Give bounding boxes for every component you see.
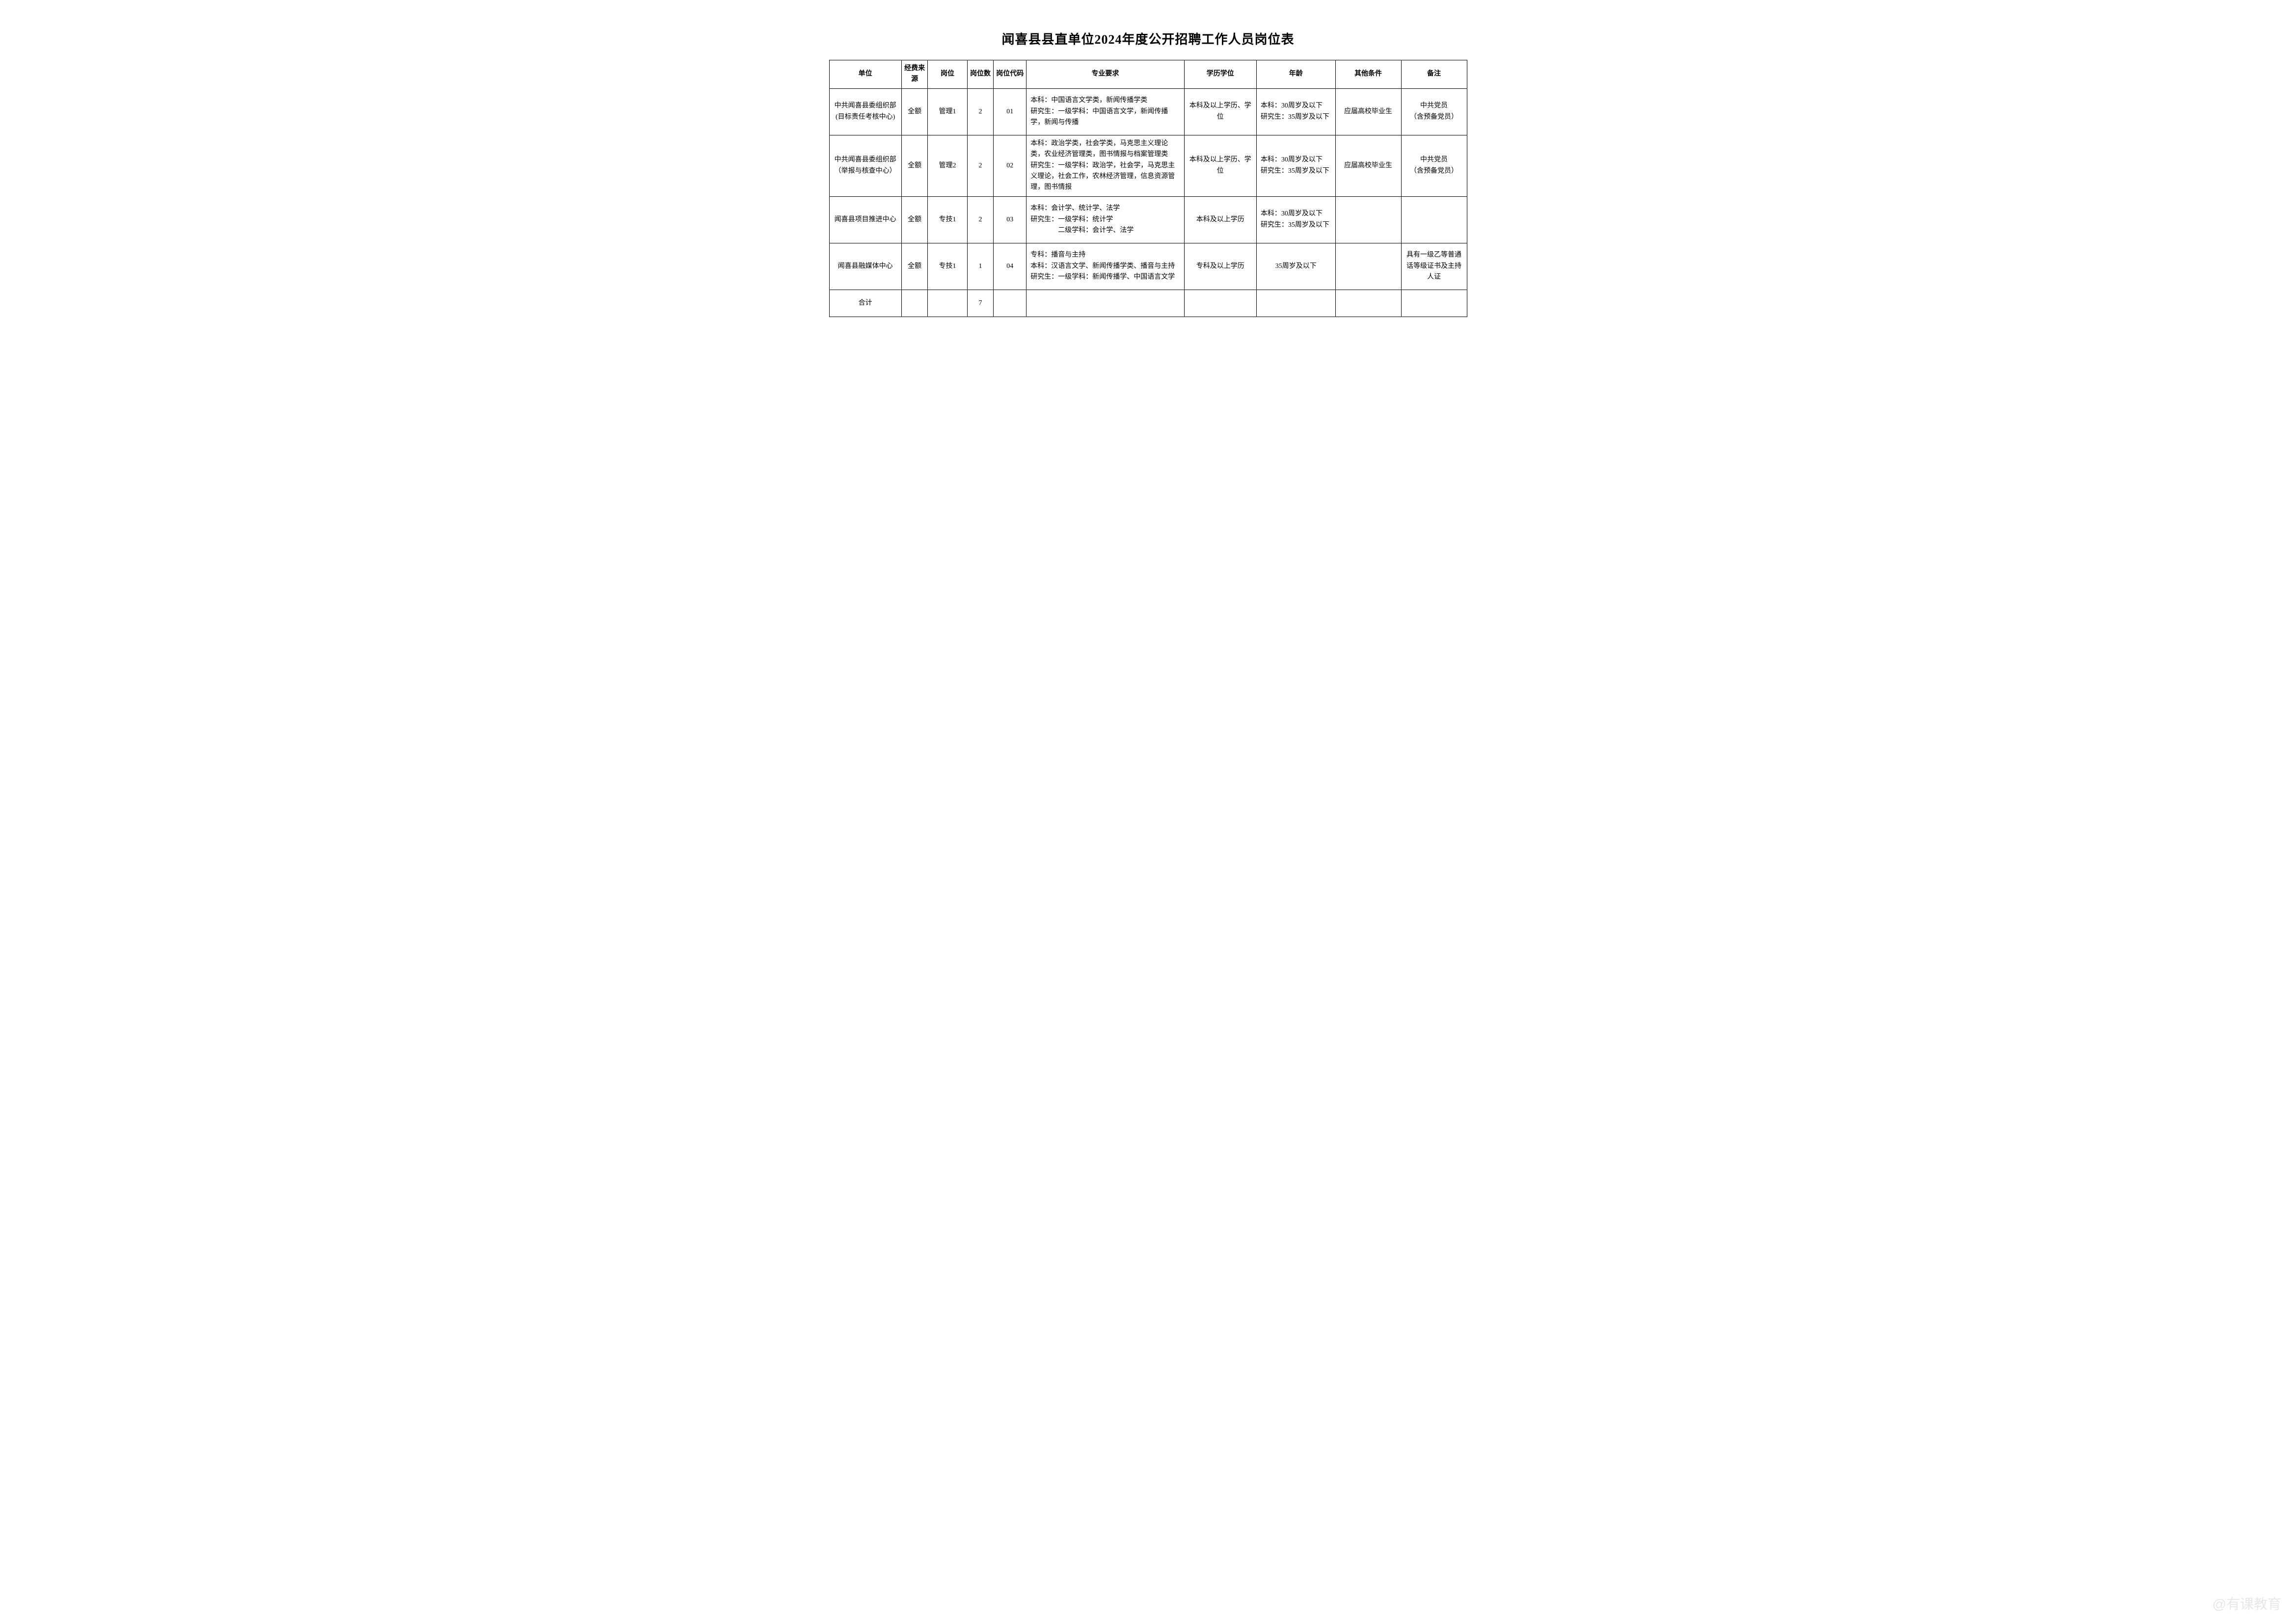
header-other: 其他条件 [1335, 60, 1401, 89]
cell-fund: 全额 [901, 135, 928, 196]
cell-edu: 本科及以上学历、学位 [1184, 135, 1256, 196]
cell-remark: 中共党员（含预备党员） [1401, 88, 1467, 135]
cell-code: 02 [994, 135, 1026, 196]
header-age: 年龄 [1256, 60, 1335, 89]
header-remark: 备注 [1401, 60, 1467, 89]
cell-position: 管理1 [928, 88, 967, 135]
cell-fund: 全额 [901, 88, 928, 135]
cell-major: 本科：中国语言文学类，新闻传播学类研究生：一级学科：中国语言文学，新闻传播学，新… [1026, 88, 1184, 135]
table-row: 中共闻喜县委组织部(目标责任考核中心) 全额 管理1 2 01 本科：中国语言文… [829, 88, 1467, 135]
cell-major: 本科：会计学、统计学、法学研究生：一级学科：统计学 二级学科：会计学、法学 [1026, 196, 1184, 243]
cell-position: 管理2 [928, 135, 967, 196]
cell-count: 2 [967, 196, 994, 243]
cell-empty [928, 290, 967, 317]
cell-other: 应届高校毕业生 [1335, 135, 1401, 196]
cell-code: 04 [994, 243, 1026, 290]
header-count: 岗位数 [967, 60, 994, 89]
cell-remark: 中共党员（含预备党员） [1401, 135, 1467, 196]
cell-unit: 闻喜县项目推进中心 [829, 196, 901, 243]
cell-fund: 全额 [901, 243, 928, 290]
cell-code: 03 [994, 196, 1026, 243]
cell-total-label: 合计 [829, 290, 901, 317]
page-title: 闻喜县县直单位2024年度公开招聘工作人员岗位表 [829, 29, 1467, 48]
cell-edu: 专科及以上学历 [1184, 243, 1256, 290]
cell-empty [1184, 290, 1256, 317]
header-edu: 学历学位 [1184, 60, 1256, 89]
cell-fund: 全额 [901, 196, 928, 243]
header-position: 岗位 [928, 60, 967, 89]
table-row: 中共闻喜县委组织部（举报与核查中心） 全额 管理2 2 02 本科：政治学类，社… [829, 135, 1467, 196]
cell-other: 应届高校毕业生 [1335, 88, 1401, 135]
cell-position: 专技1 [928, 243, 967, 290]
positions-table: 单位 经费来源 岗位 岗位数 岗位代码 专业要求 学历学位 年龄 其他条件 备注… [829, 60, 1467, 317]
cell-age: 本科：30周岁及以下研究生：35周岁及以下 [1256, 88, 1335, 135]
cell-empty [1256, 290, 1335, 317]
table-row: 闻喜县融媒体中心 全额 专技1 1 04 专科：播音与主持本科：汉语言文学、新闻… [829, 243, 1467, 290]
cell-age: 本科：30周岁及以下研究生：35周岁及以下 [1256, 135, 1335, 196]
cell-age: 35周岁及以下 [1256, 243, 1335, 290]
cell-count: 2 [967, 88, 994, 135]
cell-unit: 闻喜县融媒体中心 [829, 243, 901, 290]
cell-remark [1401, 196, 1467, 243]
cell-edu: 本科及以上学历、学位 [1184, 88, 1256, 135]
cell-empty [1026, 290, 1184, 317]
table-header-row: 单位 经费来源 岗位 岗位数 岗位代码 专业要求 学历学位 年龄 其他条件 备注 [829, 60, 1467, 89]
cell-edu: 本科及以上学历 [1184, 196, 1256, 243]
watermark-text: @有课教育 [2213, 1594, 2281, 1613]
cell-count: 1 [967, 243, 994, 290]
header-code: 岗位代码 [994, 60, 1026, 89]
cell-unit: 中共闻喜县委组织部（举报与核查中心） [829, 135, 901, 196]
header-unit: 单位 [829, 60, 901, 89]
cell-empty [994, 290, 1026, 317]
table-row: 闻喜县项目推进中心 全额 专技1 2 03 本科：会计学、统计学、法学研究生：一… [829, 196, 1467, 243]
cell-other [1335, 196, 1401, 243]
cell-unit: 中共闻喜县委组织部(目标责任考核中心) [829, 88, 901, 135]
header-major: 专业要求 [1026, 60, 1184, 89]
cell-major: 本科：政治学类，社会学类，马克思主义理论类，农业经济管理类，图书情报与档案管理类… [1026, 135, 1184, 196]
cell-empty [1401, 290, 1467, 317]
cell-empty [901, 290, 928, 317]
cell-total-count: 7 [967, 290, 994, 317]
cell-code: 01 [994, 88, 1026, 135]
cell-other [1335, 243, 1401, 290]
cell-position: 专技1 [928, 196, 967, 243]
cell-remark: 具有一级乙等普通话等级证书及主持人证 [1401, 243, 1467, 290]
cell-empty [1335, 290, 1401, 317]
cell-major: 专科：播音与主持本科：汉语言文学、新闻传播学类、播音与主持研究生：一级学科：新闻… [1026, 243, 1184, 290]
cell-age: 本科：30周岁及以下研究生：35周岁及以下 [1256, 196, 1335, 243]
cell-count: 2 [967, 135, 994, 196]
header-fund: 经费来源 [901, 60, 928, 89]
table-total-row: 合计 7 [829, 290, 1467, 317]
